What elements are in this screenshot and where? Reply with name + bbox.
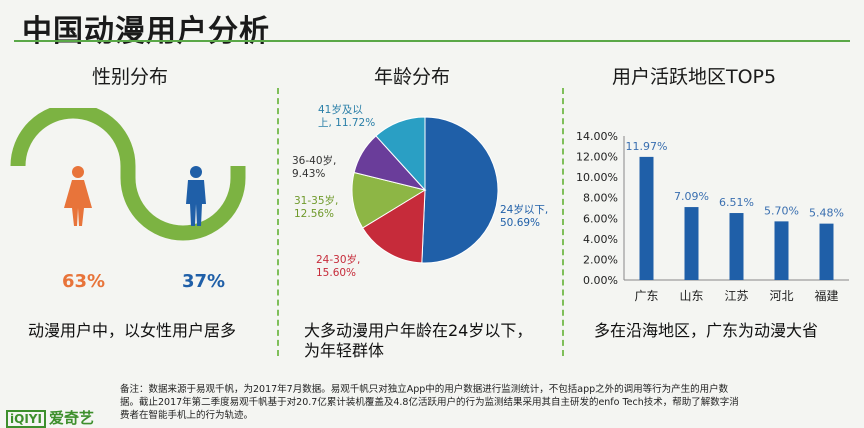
y-tick-label: 2.00% [583, 253, 618, 266]
pie-label-under24: 24岁以下, 50.69% [500, 204, 549, 229]
y-tick-label: 12.00% [576, 151, 618, 164]
y-tick-label: 8.00% [583, 192, 618, 205]
bar-2 [729, 213, 744, 280]
footnote: 备注：数据来源于易观千帆，为2017年7月数据。易观千帆只对独立App中的用户数… [120, 383, 855, 422]
gender-heading: 性别分布 [92, 66, 169, 88]
male-icon [186, 166, 206, 226]
y-tick-label: 6.00% [583, 212, 618, 225]
region-heading: 用户活跃地区TOP5 [612, 66, 777, 88]
bar-1 [684, 207, 699, 280]
age-caption: 大多动漫用户年龄在24岁以下， 为年轻群体 [304, 321, 533, 360]
page-title: 中国动漫用户分析 [22, 14, 270, 49]
bar-value-label: 11.97% [626, 140, 668, 153]
title-underline [14, 40, 850, 42]
region-bar-chart: 0.00% 2.00% 4.00% 6.00% 8.00% 10.00% 12.00% 14.… [576, 130, 849, 303]
pie-slice-under24 [421, 116, 499, 264]
pie-label-31-35: 31-35岁, 12.56% [294, 195, 339, 220]
pie-label-41plus: 41岁及以 上, 11.72% [318, 104, 376, 129]
x-category-label: 山东 [679, 289, 703, 303]
region-caption: 多在沿海地区，广东为动漫大省 [594, 321, 819, 340]
female-icon [64, 166, 92, 226]
footnote-line: 备注：数据来源于易观千帆，为2017年7月数据。易观千帆只对独立App中的用户数… [120, 384, 729, 395]
pie-slice-41plus [375, 116, 426, 192]
y-tick-label: 4.00% [583, 233, 618, 246]
bar-value-label: 5.70% [764, 204, 799, 217]
bar-4 [819, 223, 834, 280]
iqiyi-logo: iQIYI 爱奇艺 [6, 407, 94, 428]
x-category-label: 福建 [814, 288, 838, 303]
bar-value-label: 7.09% [674, 190, 709, 203]
x-category-label: 江苏 [724, 289, 748, 303]
gender-caption: 动漫用户中，以女性用户居多 [28, 321, 237, 340]
y-tick-label: 10.00% [576, 171, 618, 184]
gender-wave [10, 108, 246, 241]
bar-0 [639, 156, 654, 280]
section-divider-right [562, 88, 564, 356]
footnote-line: 据。截止2017年第二季度易观千帆基于对20.7亿累计装机覆盖及4.8亿活跃用户… [120, 397, 739, 408]
x-category-label: 广东 [634, 289, 658, 303]
age-pie-chart [351, 116, 499, 264]
x-category-label: 河北 [769, 289, 793, 303]
bar-value-label: 5.48% [809, 207, 844, 220]
bar-value-label: 6.51% [719, 196, 754, 209]
pie-slice-31-35 [351, 171, 427, 229]
y-tick-label: 14.00% [576, 130, 618, 143]
pie-label-24-30: 24-30岁, 15.60% [316, 254, 361, 279]
bar-3 [774, 221, 789, 280]
section-divider-left [277, 88, 279, 356]
footnote-line: 费者在智能手机上的行为轨迹。 [120, 410, 254, 421]
age-heading: 年龄分布 [374, 66, 451, 88]
pie-slice-24-30 [361, 189, 426, 264]
female-percentage: 63% [62, 271, 106, 292]
pie-label-36-40: 36-40岁, 9.43% [292, 155, 337, 180]
y-tick-label: 0.00% [583, 274, 618, 287]
wave-line [10, 108, 246, 241]
male-percentage: 37% [182, 271, 226, 292]
